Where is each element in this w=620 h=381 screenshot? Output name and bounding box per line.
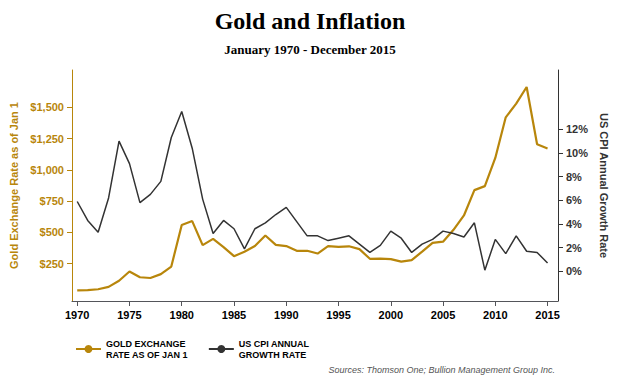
svg-text:1970: 1970 xyxy=(65,309,89,321)
svg-text:January 1970 - December 2015: January 1970 - December 2015 xyxy=(224,42,396,57)
svg-text:$500: $500 xyxy=(40,226,64,238)
svg-text:12%: 12% xyxy=(566,123,588,135)
svg-text:$250: $250 xyxy=(40,258,64,270)
svg-text:GOLD EXCHANGE: GOLD EXCHANGE xyxy=(106,339,186,349)
svg-text:1975: 1975 xyxy=(117,309,141,321)
svg-text:1985: 1985 xyxy=(222,309,246,321)
svg-text:$1,500: $1,500 xyxy=(30,101,64,113)
svg-text:Gold and Inflation: Gold and Inflation xyxy=(215,8,406,34)
svg-text:1995: 1995 xyxy=(326,309,350,321)
svg-text:$1,000: $1,000 xyxy=(30,164,64,176)
svg-text:2000: 2000 xyxy=(379,309,403,321)
svg-text:6%: 6% xyxy=(566,194,582,206)
svg-text:GROWTH RATE: GROWTH RATE xyxy=(239,350,306,360)
svg-text:US CPI Annual Growth Rate: US CPI Annual Growth Rate xyxy=(598,113,610,258)
svg-text:1990: 1990 xyxy=(274,309,298,321)
svg-text:Sources: Thomson One; Bullion: Sources: Thomson One; Bullion Management… xyxy=(328,365,555,375)
svg-text:2010: 2010 xyxy=(483,309,507,321)
svg-text:2005: 2005 xyxy=(431,309,455,321)
svg-text:$1,250: $1,250 xyxy=(30,133,64,145)
svg-text:US CPI ANNUAL: US CPI ANNUAL xyxy=(239,339,310,349)
svg-text:0%: 0% xyxy=(566,265,582,277)
svg-text:10%: 10% xyxy=(566,147,588,159)
svg-text:2015: 2015 xyxy=(535,309,559,321)
svg-text:RATE AS OF JAN 1: RATE AS OF JAN 1 xyxy=(106,350,188,360)
svg-text:1980: 1980 xyxy=(169,309,193,321)
svg-text:2%: 2% xyxy=(566,242,582,254)
svg-text:Gold Exchange Rate as of Jan 1: Gold Exchange Rate as of Jan 1 xyxy=(8,102,20,269)
svg-text:$750: $750 xyxy=(40,195,64,207)
svg-text:8%: 8% xyxy=(566,171,582,183)
svg-text:4%: 4% xyxy=(566,218,582,230)
